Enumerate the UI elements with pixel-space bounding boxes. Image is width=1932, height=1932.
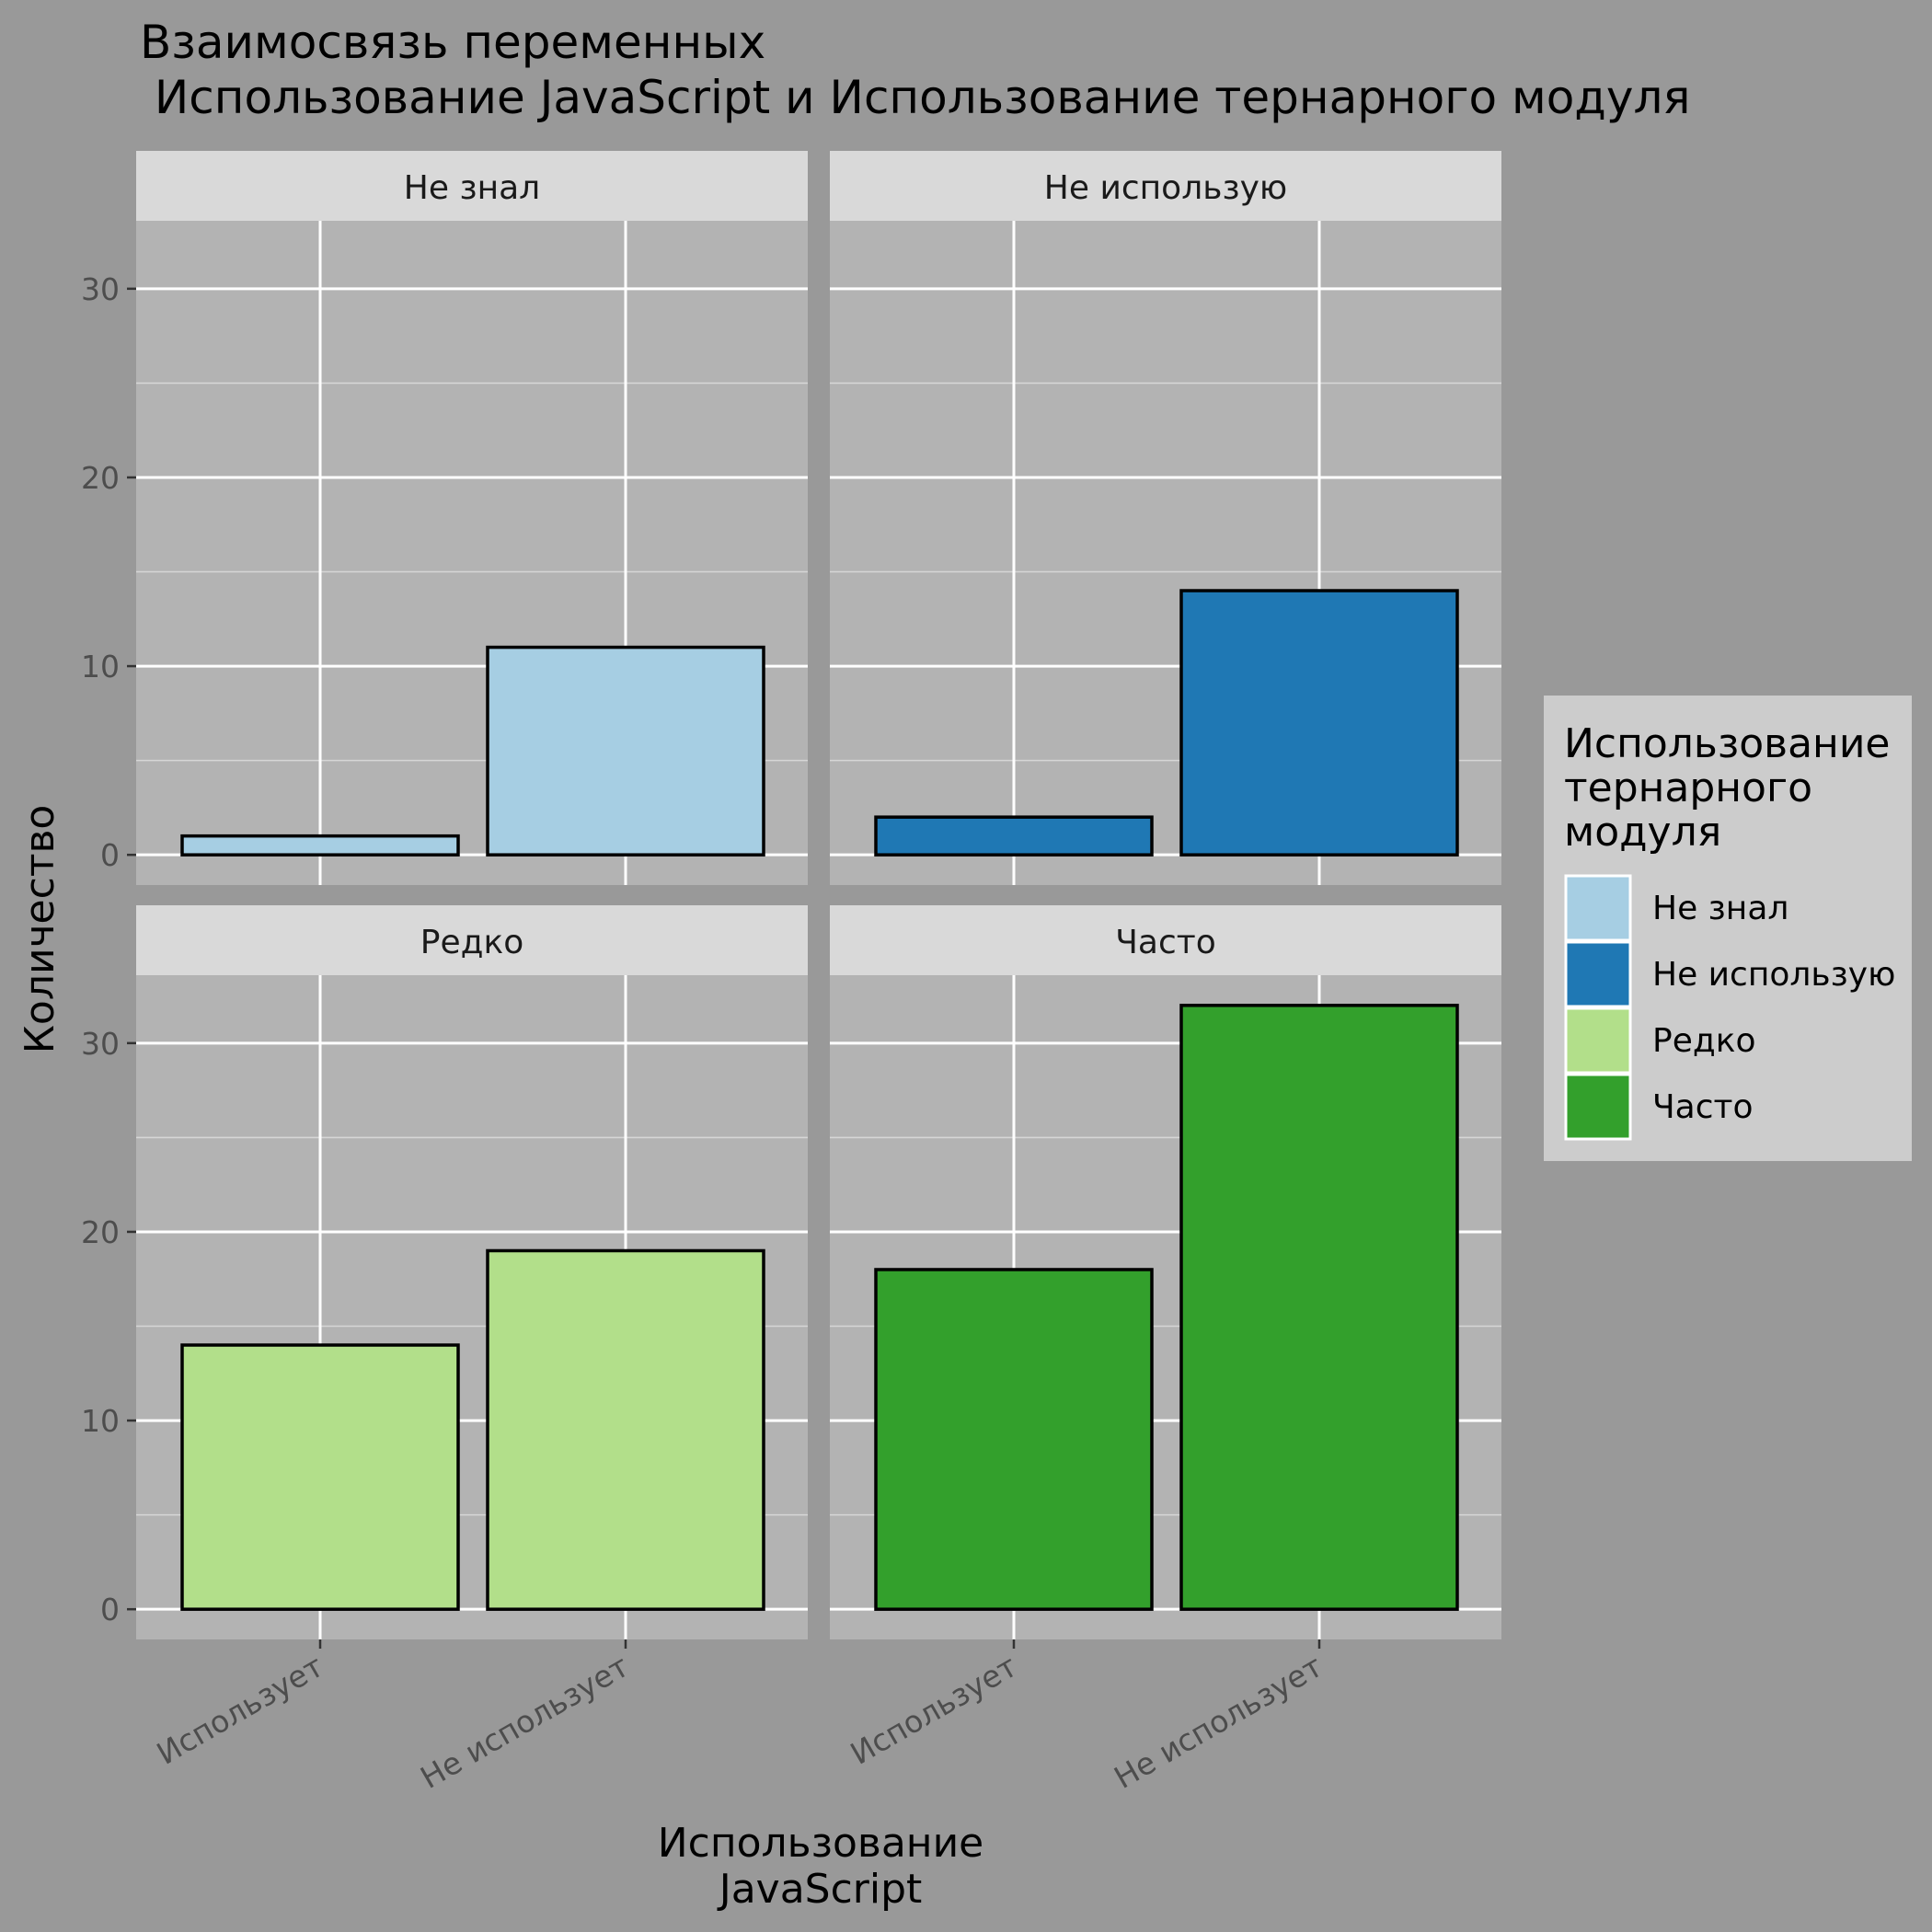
- bar: [1179, 589, 1459, 857]
- facet-label: Не знал: [404, 169, 540, 207]
- bar: [874, 815, 1154, 857]
- bar: [486, 1248, 765, 1611]
- legend-label: Не знал: [1652, 890, 1788, 927]
- y-tick-label: 10: [81, 1403, 120, 1439]
- bar: [180, 834, 460, 857]
- x-tick-label: Использует: [151, 1648, 329, 1772]
- facet-label: Не использую: [1044, 169, 1287, 207]
- bar: [486, 645, 765, 857]
- x-axis-title: Использование JavaScript: [658, 1820, 984, 1913]
- y-tick-label: 30: [81, 1026, 120, 1062]
- x-tick-label: Не использует: [1108, 1648, 1328, 1796]
- legend-label: Редко: [1652, 1022, 1756, 1060]
- facet-strip: [830, 151, 1501, 221]
- legend-swatch: [1564, 874, 1632, 942]
- facet-strip: [136, 905, 808, 975]
- y-tick-label: 30: [81, 271, 120, 307]
- y-axis-title: Количество: [17, 805, 63, 1054]
- bar: [874, 1268, 1154, 1611]
- legend-label: Не использую: [1652, 956, 1895, 994]
- y-tick-label: 20: [81, 1214, 120, 1250]
- legend-title: Использование тернарного модуля: [1564, 720, 1891, 856]
- facet-strip: [830, 905, 1501, 975]
- legend-swatch: [1564, 1006, 1632, 1075]
- facet-label: Часто: [1115, 924, 1216, 961]
- y-tick-label: 10: [81, 649, 120, 684]
- y-tick-label: 0: [100, 1592, 120, 1627]
- y-tick-label: 0: [100, 837, 120, 873]
- bar: [180, 1343, 460, 1611]
- bar: [1179, 1004, 1459, 1611]
- legend-swatch: [1564, 940, 1632, 1008]
- chart-title: Взаимосвязь переменных Использование Jav…: [140, 16, 1691, 124]
- y-tick-label: 20: [81, 460, 120, 496]
- facet-label: Редко: [420, 924, 524, 961]
- facet-strip: [136, 151, 808, 221]
- x-tick-label: Использует: [845, 1648, 1023, 1772]
- x-tick-label: Не использует: [414, 1648, 635, 1796]
- legend-swatch: [1564, 1073, 1632, 1141]
- legend-label: Часто: [1652, 1088, 1754, 1126]
